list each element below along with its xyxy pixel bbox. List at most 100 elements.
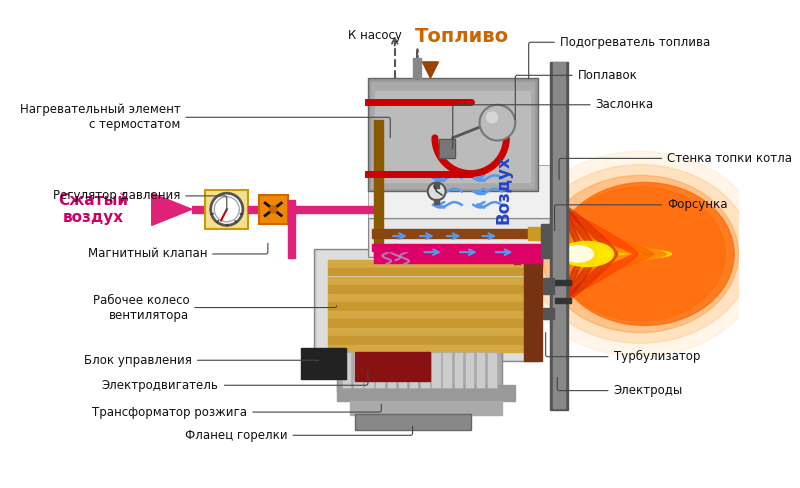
- Bar: [541, 224, 550, 259]
- Bar: [439, 139, 455, 159]
- Bar: [287, 206, 374, 213]
- Text: Стенка топки котла: Стенка топки котла: [559, 152, 792, 180]
- Bar: [248, 206, 259, 213]
- Ellipse shape: [564, 213, 583, 254]
- Bar: [206, 190, 248, 229]
- Bar: [354, 414, 470, 430]
- Bar: [314, 249, 538, 361]
- Bar: [372, 229, 528, 238]
- Bar: [328, 260, 524, 267]
- Bar: [553, 62, 566, 407]
- Bar: [543, 308, 554, 319]
- Text: Электродвигатель: Электродвигатель: [102, 371, 368, 392]
- Text: Фланец горелки: Фланец горелки: [185, 427, 413, 442]
- Text: Заслонка: Заслонка: [453, 98, 654, 148]
- Circle shape: [270, 206, 277, 213]
- Ellipse shape: [565, 253, 666, 269]
- Text: Нагревательный элемент
с термостатом: Нагревательный элемент с термостатом: [19, 103, 390, 138]
- Bar: [368, 164, 550, 218]
- Bar: [370, 220, 548, 255]
- Bar: [442, 352, 452, 388]
- Bar: [317, 251, 535, 359]
- Text: К насосу: К насосу: [348, 29, 402, 41]
- Polygon shape: [152, 193, 192, 225]
- Text: Сжатый
воздух: Сжатый воздух: [58, 193, 129, 225]
- Bar: [543, 278, 554, 294]
- Bar: [364, 352, 374, 388]
- Ellipse shape: [555, 183, 734, 325]
- Bar: [354, 352, 430, 381]
- Bar: [192, 206, 206, 213]
- Bar: [342, 352, 351, 388]
- Bar: [301, 348, 346, 379]
- Bar: [554, 298, 570, 303]
- Text: Форсунка: Форсунка: [554, 198, 728, 231]
- Polygon shape: [422, 62, 438, 78]
- Bar: [550, 62, 568, 410]
- Ellipse shape: [562, 246, 594, 262]
- Bar: [374, 252, 542, 263]
- Ellipse shape: [564, 224, 654, 254]
- Ellipse shape: [564, 253, 654, 284]
- Ellipse shape: [564, 211, 638, 254]
- Bar: [476, 352, 486, 388]
- Bar: [328, 294, 524, 301]
- Ellipse shape: [564, 254, 618, 302]
- Text: Электроды: Электроды: [558, 377, 682, 397]
- Text: Рабочее колесо
вентилятора: Рабочее колесо вентилятора: [93, 294, 337, 322]
- Bar: [465, 352, 474, 388]
- Ellipse shape: [515, 151, 766, 357]
- Bar: [337, 348, 502, 392]
- Text: Блок управления: Блок управления: [84, 354, 318, 367]
- Bar: [434, 183, 439, 188]
- Bar: [528, 227, 546, 240]
- Bar: [413, 59, 422, 78]
- Bar: [328, 285, 524, 292]
- Text: Магнитный клапан: Магнитный клапан: [88, 244, 268, 261]
- Text: Трансформатор розжига: Трансформатор розжига: [92, 404, 382, 419]
- Bar: [328, 345, 524, 352]
- Text: Воздух: Воздух: [494, 155, 513, 224]
- Ellipse shape: [564, 254, 638, 297]
- Circle shape: [486, 112, 498, 122]
- Bar: [328, 311, 524, 318]
- Bar: [487, 352, 497, 388]
- Bar: [368, 78, 538, 191]
- Bar: [328, 303, 524, 309]
- Bar: [328, 268, 524, 275]
- Ellipse shape: [565, 239, 666, 255]
- Bar: [514, 246, 520, 264]
- Text: Турбулизатор: Турбулизатор: [546, 333, 700, 363]
- Bar: [398, 352, 407, 388]
- Ellipse shape: [565, 248, 672, 259]
- Bar: [375, 91, 530, 183]
- Bar: [259, 195, 287, 224]
- Bar: [337, 385, 515, 401]
- Bar: [368, 218, 550, 257]
- Bar: [328, 319, 524, 326]
- Ellipse shape: [564, 254, 583, 294]
- Bar: [439, 139, 455, 159]
- Bar: [554, 280, 570, 285]
- Ellipse shape: [560, 242, 614, 266]
- Text: Поплавок: Поплавок: [515, 69, 638, 120]
- Bar: [524, 249, 542, 361]
- Bar: [328, 328, 524, 335]
- Bar: [375, 352, 385, 388]
- Bar: [386, 352, 396, 388]
- Bar: [431, 352, 441, 388]
- Circle shape: [210, 193, 243, 225]
- Bar: [409, 352, 418, 388]
- Ellipse shape: [564, 206, 598, 254]
- Bar: [353, 352, 362, 388]
- Ellipse shape: [555, 187, 726, 321]
- Bar: [372, 244, 541, 251]
- Bar: [328, 336, 524, 344]
- Bar: [420, 352, 430, 388]
- Ellipse shape: [542, 175, 738, 332]
- Bar: [434, 200, 439, 204]
- Text: Регулятор давления: Регулятор давления: [53, 189, 226, 211]
- Ellipse shape: [529, 164, 752, 343]
- Bar: [328, 277, 524, 284]
- Bar: [287, 201, 294, 259]
